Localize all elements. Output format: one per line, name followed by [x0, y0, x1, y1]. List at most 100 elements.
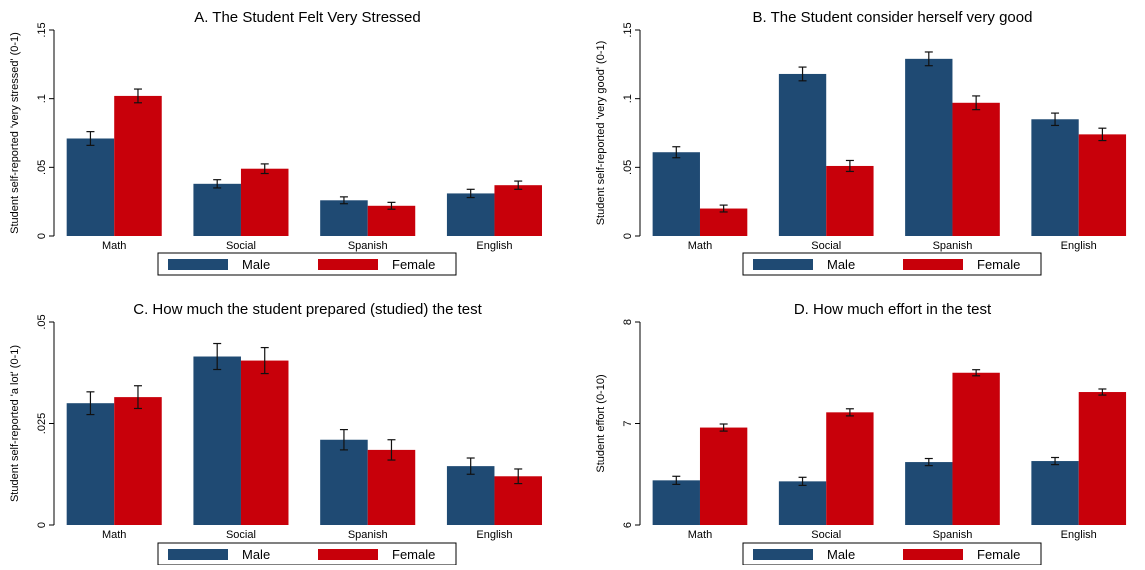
panel-d-errorbar-female-social — [845, 408, 854, 417]
panel-b-errorbar-female-spanish — [972, 95, 981, 111]
panel-c-bar-female-math — [114, 397, 162, 525]
panel-a-errorbar-male-math — [86, 131, 95, 146]
panel-d-bar-male-spanish — [905, 462, 953, 525]
panel-d-bar-male-math — [652, 480, 700, 525]
panel-d-errorbar-female-spanish — [972, 369, 981, 377]
panel-c-errorbar-male-math — [86, 391, 95, 416]
panel-a-legend-label-male: Male — [242, 257, 270, 272]
panel-d-errorbar-male-spanish — [924, 457, 933, 467]
panel-d-legend: Male Female — [742, 542, 1042, 566]
panel-b-bar-male-math — [652, 152, 700, 236]
panel-c-errorbar-male-spanish — [339, 428, 348, 451]
panel-c-ytick-label: .05 — [36, 314, 48, 329]
panel-d-ytick-label: 8 — [622, 319, 634, 325]
panel-d-legend-swatch-female — [903, 549, 963, 560]
panel-c-bar-female-social — [240, 360, 289, 525]
panel-c-bar-male-social — [193, 356, 241, 525]
panel-c-bar-male-spanish — [320, 439, 368, 525]
panel-c-legend-label-male: Male — [242, 547, 270, 562]
panel-a-bar-male-spanish — [320, 200, 368, 236]
panel-c-bar-male-english — [446, 466, 495, 525]
panel-a-legend-swatch-male — [168, 259, 228, 270]
panel-a-ytick-label: .1 — [36, 94, 48, 103]
panel-b-xtick-label: English — [1061, 240, 1097, 252]
panel-b-title: B. The Student consider herself very goo… — [753, 9, 1033, 26]
panel-c-ytick-label: 0 — [36, 522, 48, 528]
panel-b-bar-female-social — [826, 165, 874, 236]
panel-c-errorbar-male-english — [466, 457, 475, 475]
panel-a-errorbar-male-social — [213, 179, 222, 189]
panel-b: B. The Student consider herself very goo… — [595, 9, 1127, 276]
panel-c-legend-swatch-female — [318, 549, 378, 560]
panel-d-ytick-label: 7 — [622, 420, 634, 426]
panel-b-errorbar-female-math — [719, 204, 728, 213]
panel-c-errorbar-female-spanish — [387, 439, 396, 461]
panel-b-legend-label-male: Male — [827, 257, 855, 272]
panel-c-errorbar-female-english — [514, 468, 523, 485]
panel-c-legend-swatch-male — [168, 549, 228, 560]
panel-d-legend-label-female: Female — [977, 547, 1020, 562]
panel-a-errorbar-male-english — [466, 188, 475, 199]
panel-b-y-label: Student self-reported 'very good' (0-1) — [595, 41, 607, 226]
panel-b-bar-male-spanish — [905, 58, 953, 237]
panel-a-y-label: Student self-reported 'very stressed' (0… — [9, 32, 21, 234]
panel-b-xtick-label: Spanish — [933, 240, 973, 252]
panel-d-bar-female-spanish — [952, 372, 1000, 525]
panel-b-legend-label-female: Female — [977, 257, 1020, 272]
panel-b-ytick-label: .1 — [622, 94, 634, 103]
panel-b-legend-swatch-female — [903, 259, 963, 270]
panel-d-errorbar-male-social — [798, 476, 807, 487]
panel-d-ytick-label: 6 — [622, 522, 634, 528]
panel-d-errorbar-female-english — [1098, 388, 1107, 396]
panel-a-legend-label-female: Female — [392, 257, 435, 272]
panel-d-errorbar-male-math — [672, 475, 681, 485]
panel-b-bar-female-spanish — [952, 102, 1000, 236]
panel-d-bar-female-social — [826, 412, 874, 525]
panel-a: A. The Student Felt Very Stressed 0 .05 .1.… — [9, 9, 542, 276]
panel-b-legend: Male Female — [742, 252, 1042, 276]
panel-c-legend-label-female: Female — [392, 547, 435, 562]
panel-b-errorbar-male-spanish — [924, 51, 933, 67]
panel-b-errorbar-female-english — [1098, 127, 1107, 142]
panel-d-xtick-label: Social — [811, 529, 841, 541]
panel-c-xtick-label: Spanish — [348, 529, 388, 541]
panel-a-xtick-label: Social — [226, 240, 256, 252]
panel-b-bar-male-english — [1031, 119, 1079, 236]
panel-d-bar-female-english — [1078, 392, 1127, 525]
panel-b-errorbar-male-english — [1051, 112, 1060, 127]
panel-d-title: D. How much effort in the test — [794, 301, 992, 318]
panel-c-ytick-label: .025 — [36, 413, 48, 434]
panel-d-bar-female-math — [699, 427, 748, 525]
panel-c-bar-female-spanish — [367, 449, 416, 525]
panel-a-bar-female-spanish — [367, 205, 416, 236]
panel-d: D. How much effort in the test 6 7 8 Student… — [595, 301, 1127, 566]
panel-d-errorbar-female-math — [719, 423, 728, 432]
panel-a-errorbar-female-math — [133, 88, 142, 104]
panel-b-xtick-label: Math — [688, 240, 712, 252]
panel-c-errorbar-female-math — [133, 385, 142, 410]
panel-d-legend-label-male: Male — [827, 547, 855, 562]
panel-a-ytick-label: .15 — [36, 22, 48, 37]
panel-b-ytick-label: .15 — [622, 22, 634, 37]
panel-b-errorbar-male-math — [672, 146, 681, 159]
panel-a-legend-swatch-female — [318, 259, 378, 270]
panel-a-xtick-label: Spanish — [348, 240, 388, 252]
panel-a-title: A. The Student Felt Very Stressed — [194, 9, 421, 26]
panel-a-errorbar-male-spanish — [339, 196, 348, 205]
panel-a-bar-female-math — [114, 95, 162, 236]
panel-a-xtick-label: English — [476, 240, 512, 252]
panel-d-y-label: Student effort (0-10) — [595, 374, 607, 472]
panel-d-errorbar-male-english — [1051, 456, 1060, 466]
panel-b-ytick-label: 0 — [622, 233, 634, 239]
panel-a-bar-female-social — [240, 168, 289, 236]
panel-d-bar-male-english — [1031, 461, 1079, 525]
panel-c-title: C. How much the student prepared (studie… — [133, 301, 482, 318]
panel-d-xtick-label: English — [1061, 529, 1097, 541]
panel-a-errorbar-female-spanish — [387, 201, 396, 210]
panel-c: C. How much the student prepared (studie… — [9, 301, 542, 566]
panel-b-errorbar-male-social — [798, 66, 807, 82]
panel-b-legend-swatch-male — [753, 259, 813, 270]
panel-b-ytick-label: .05 — [622, 160, 634, 175]
panel-b-bar-female-english — [1078, 134, 1127, 236]
